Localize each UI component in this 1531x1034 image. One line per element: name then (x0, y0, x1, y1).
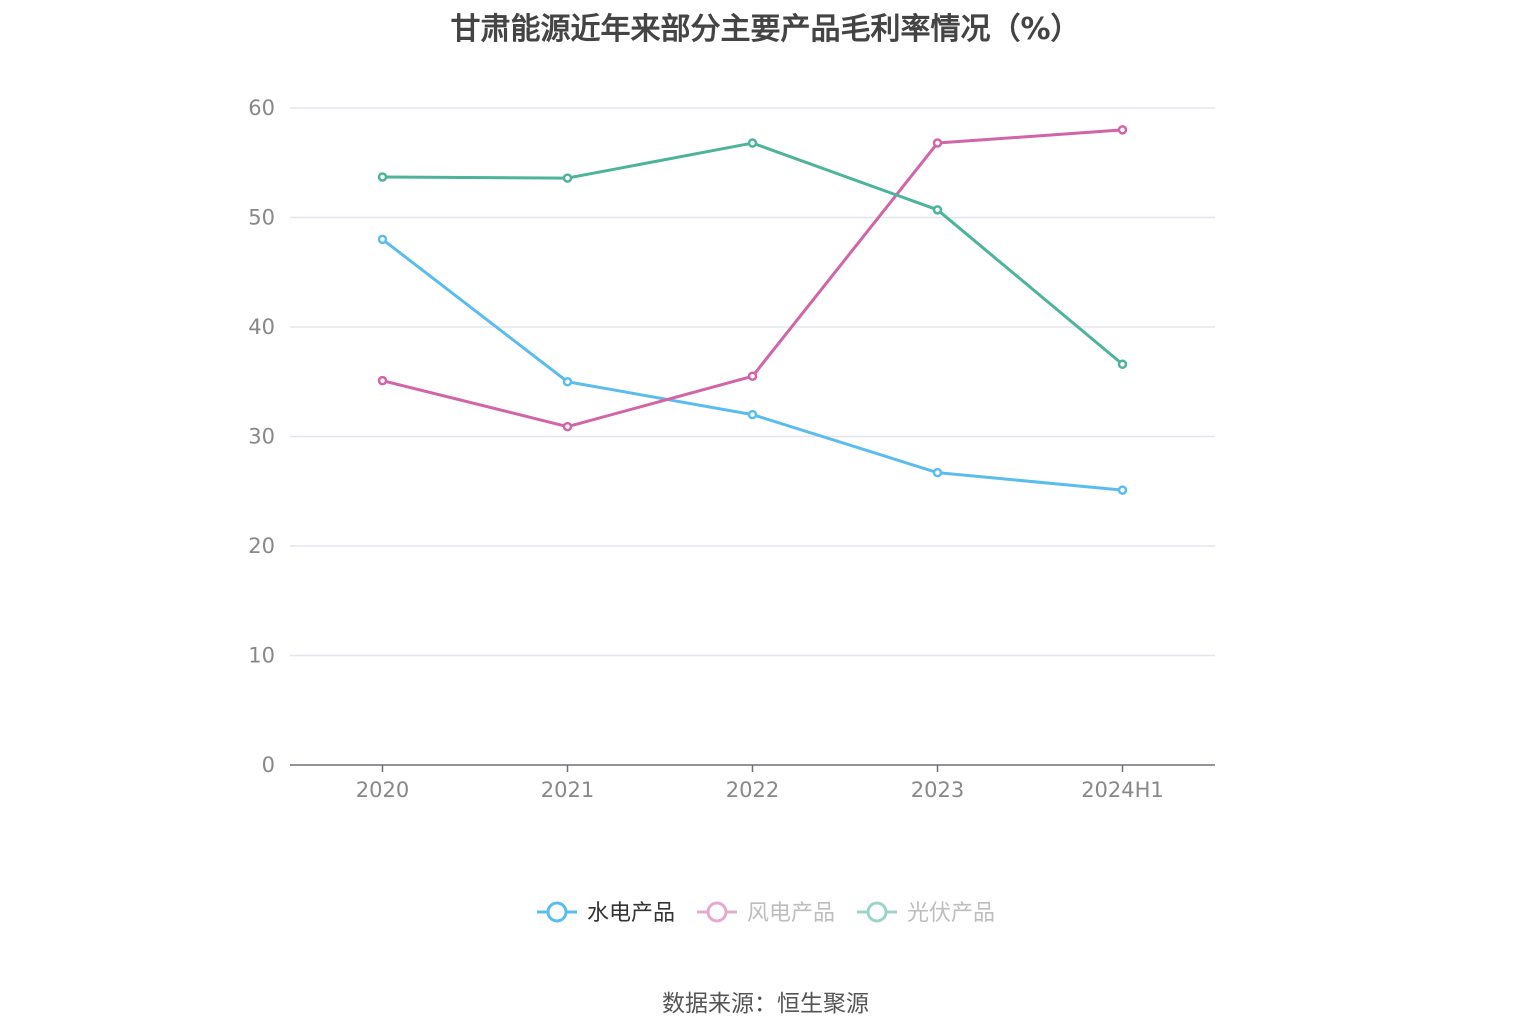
x-tick-label: 2021 (541, 778, 594, 802)
x-tick-label: 2022 (726, 778, 779, 802)
y-tick-label: 20 (248, 534, 275, 558)
data-point[interactable] (932, 467, 943, 478)
data-point[interactable] (377, 375, 388, 386)
y-tick-label: 40 (248, 315, 275, 339)
data-point[interactable] (932, 138, 943, 148)
series-layer (377, 125, 1128, 495)
data-point[interactable] (1117, 125, 1128, 135)
data-source-note: 数据来源：恒生聚源 (662, 991, 869, 1017)
data-point[interactable] (562, 421, 573, 432)
legend-item-0[interactable]: 水电产品 (537, 901, 675, 926)
x-tick-label: 2024H1 (1081, 778, 1164, 802)
legend-marker-icon (546, 901, 568, 923)
y-tick-label: 0 (262, 753, 275, 777)
legend-marker-icon (866, 901, 888, 923)
data-point[interactable] (747, 409, 758, 420)
x-axis: 2020 2021 2022 2023 2024H1 (290, 764, 1215, 802)
legend-item-2[interactable]: 光伏产品 (857, 901, 995, 926)
data-point[interactable] (1117, 485, 1128, 495)
data-point[interactable] (747, 371, 758, 382)
y-axis: 0 10 20 30 40 50 60 (248, 96, 275, 777)
y-tick-label: 60 (248, 96, 275, 120)
y-tick-label: 10 (248, 644, 275, 668)
legend-item-1[interactable]: 风电产品 (697, 901, 835, 926)
y-tick-label: 30 (248, 425, 275, 449)
data-point[interactable] (377, 172, 388, 182)
data-point[interactable] (562, 377, 573, 387)
data-point[interactable] (377, 234, 388, 245)
chart-title: 甘肃能源近年来部分主要产品毛利率情况（%） (450, 12, 1081, 47)
legend-label: 光伏产品 (907, 901, 995, 926)
data-point[interactable] (932, 205, 943, 215)
series-line-2 (382, 141, 1124, 366)
legend-label: 风电产品 (747, 901, 835, 926)
grid-lines (290, 107, 1215, 657)
data-point[interactable] (747, 138, 758, 148)
y-tick-label: 50 (248, 206, 275, 230)
series-line-1 (382, 128, 1123, 429)
data-point[interactable] (1117, 359, 1128, 369)
data-point[interactable] (562, 173, 573, 183)
x-tick-label: 2023 (911, 778, 964, 802)
legend-marker-icon (706, 901, 728, 923)
x-tick-label: 2020 (356, 778, 409, 802)
series-line-0 (381, 238, 1123, 492)
legend: 水电产品 风电产品 光伏产品 (537, 901, 995, 926)
legend-label: 水电产品 (587, 901, 675, 926)
